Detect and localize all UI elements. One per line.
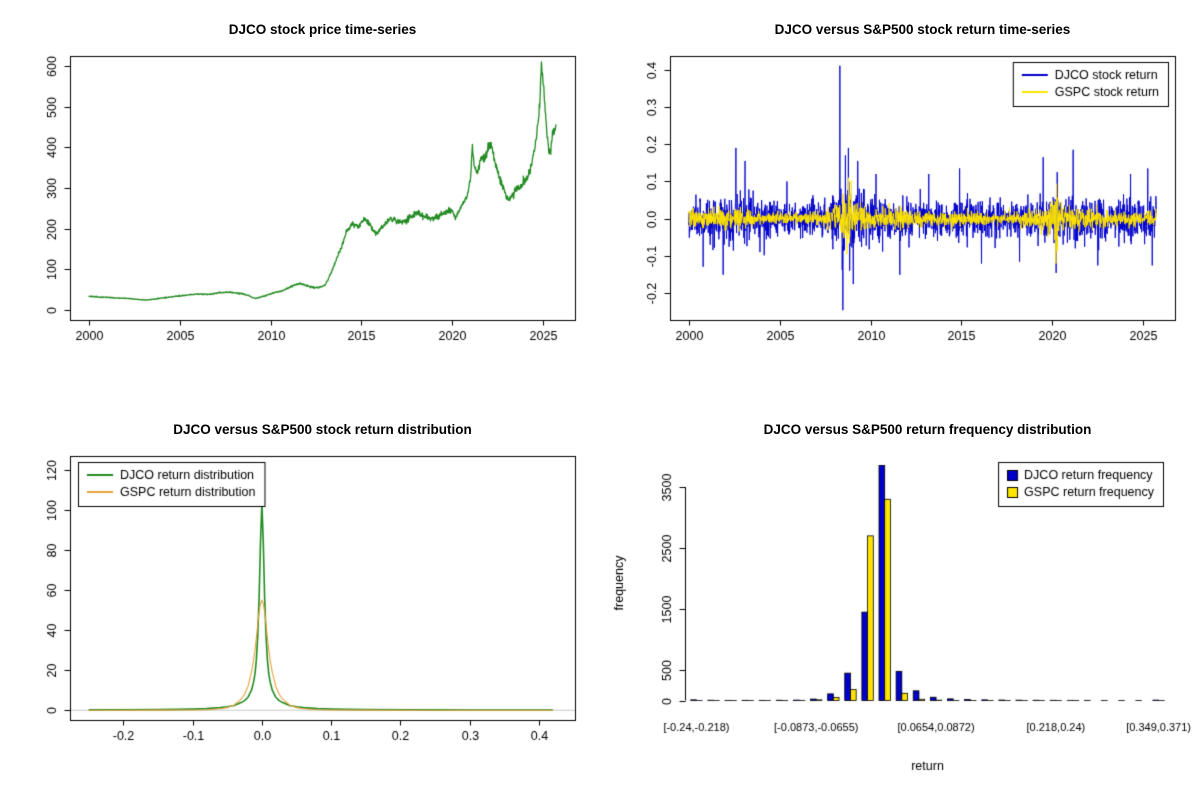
price-chart-canvas: [0, 0, 600, 400]
returns-chart-canvas: [600, 0, 1200, 400]
panel-price: DJCO stock price time-series: [0, 0, 600, 400]
panel-histogram: DJCO versus S&P500 return frequency dist…: [600, 400, 1200, 800]
histogram-chart-canvas: [600, 400, 1200, 800]
panel-returns: DJCO versus S&P500 stock return time-ser…: [600, 0, 1200, 400]
panel-density: DJCO versus S&P500 stock return distribu…: [0, 400, 600, 800]
density-chart-canvas: [0, 400, 600, 800]
